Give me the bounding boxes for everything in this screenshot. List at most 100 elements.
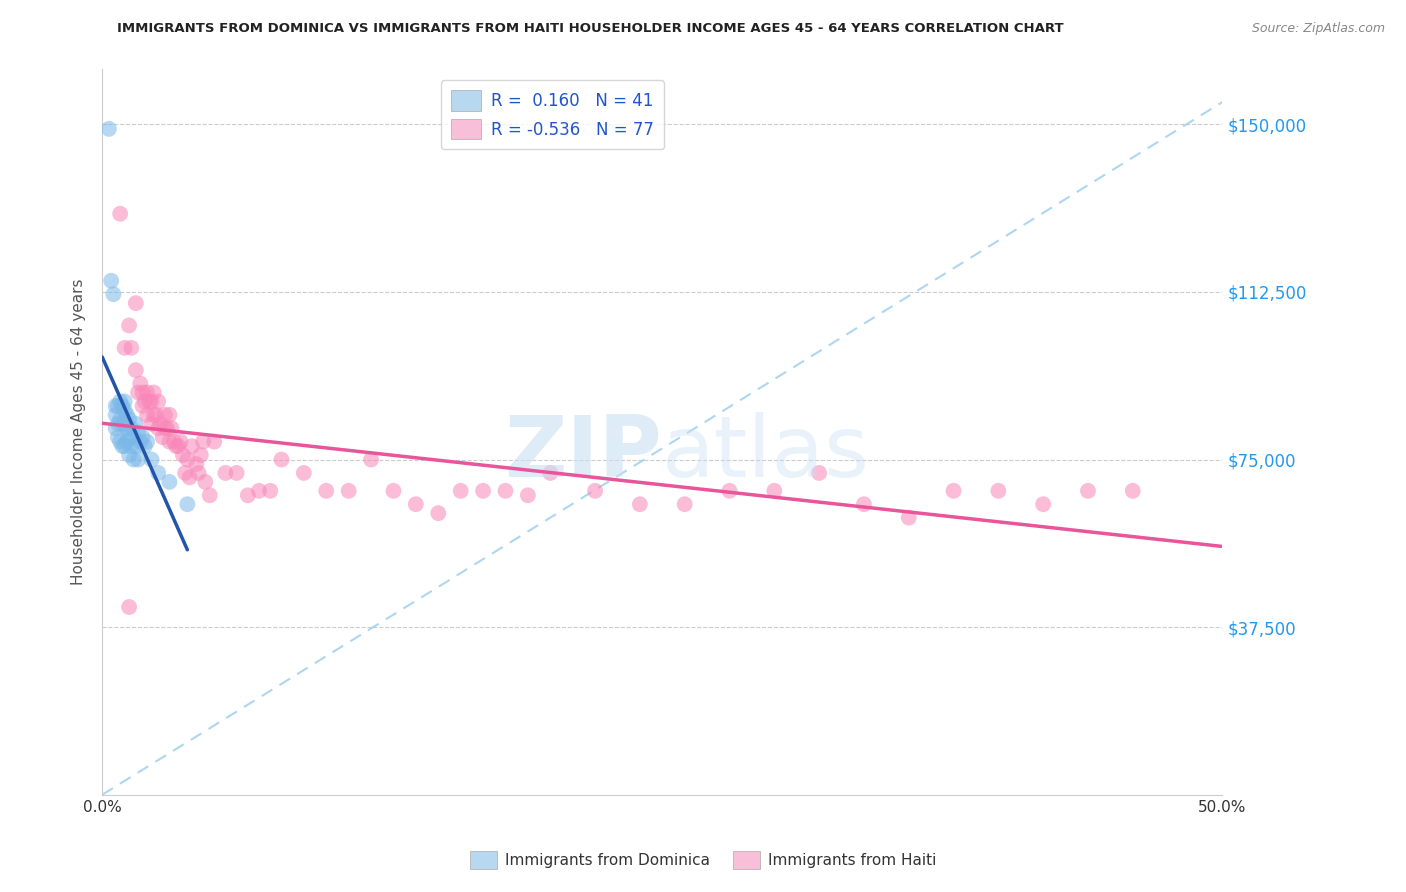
Point <box>987 483 1010 498</box>
Point <box>165 439 187 453</box>
Point <box>122 452 145 467</box>
Point <box>153 408 176 422</box>
Point <box>176 452 198 467</box>
Point <box>315 483 337 498</box>
Point <box>145 408 167 422</box>
Point <box>111 439 134 453</box>
Point <box>163 434 186 449</box>
Point <box>127 385 149 400</box>
Point <box>118 430 141 444</box>
Point <box>108 412 131 426</box>
Point <box>108 394 131 409</box>
Point <box>125 363 148 377</box>
Point <box>1077 483 1099 498</box>
Point <box>405 497 427 511</box>
Point <box>142 408 165 422</box>
Point <box>153 421 176 435</box>
Point <box>897 510 920 524</box>
Point <box>136 434 159 449</box>
Point <box>583 483 606 498</box>
Point <box>236 488 259 502</box>
Point <box>763 483 786 498</box>
Point <box>159 434 181 449</box>
Point <box>115 408 138 422</box>
Point <box>134 394 156 409</box>
Point <box>808 466 831 480</box>
Point <box>450 483 472 498</box>
Point <box>118 600 141 615</box>
Point <box>107 417 129 431</box>
Point <box>1032 497 1054 511</box>
Point <box>190 448 212 462</box>
Point <box>148 466 170 480</box>
Text: Source: ZipAtlas.com: Source: ZipAtlas.com <box>1251 22 1385 36</box>
Point <box>120 341 142 355</box>
Point <box>202 434 225 449</box>
Text: ZIP: ZIP <box>505 412 662 495</box>
Point <box>148 421 170 435</box>
Point <box>115 421 138 435</box>
Point <box>100 274 122 288</box>
Point <box>142 385 165 400</box>
Point <box>111 417 134 431</box>
Text: IMMIGRANTS FROM DOMINICA VS IMMIGRANTS FROM HAITI HOUSEHOLDER INCOME AGES 45 - 6: IMMIGRANTS FROM DOMINICA VS IMMIGRANTS F… <box>117 22 1064 36</box>
Point <box>198 488 221 502</box>
Point <box>118 448 141 462</box>
Point <box>118 318 141 333</box>
Point <box>141 452 163 467</box>
Point <box>107 430 129 444</box>
Point <box>214 466 236 480</box>
Point <box>852 497 875 511</box>
Point <box>174 466 197 480</box>
Point <box>167 439 190 453</box>
Point <box>472 483 495 498</box>
Point <box>360 452 382 467</box>
Point <box>131 385 153 400</box>
Point <box>152 430 174 444</box>
Point <box>382 483 405 498</box>
Point <box>134 439 156 453</box>
Point <box>118 412 141 426</box>
Point <box>97 121 120 136</box>
Point <box>180 439 202 453</box>
Point <box>270 452 292 467</box>
Point <box>114 403 136 417</box>
Point <box>172 448 194 462</box>
Point <box>108 434 131 449</box>
Point <box>259 483 281 498</box>
Text: atlas: atlas <box>662 412 870 495</box>
Point <box>114 417 136 431</box>
Point <box>159 475 181 489</box>
Point <box>125 417 148 431</box>
Point <box>125 296 148 310</box>
Legend: R =  0.160   N = 41, R = -0.536   N = 77: R = 0.160 N = 41, R = -0.536 N = 77 <box>441 80 664 150</box>
Point <box>104 399 127 413</box>
Point <box>718 483 741 498</box>
Point <box>516 488 538 502</box>
Point <box>127 452 149 467</box>
Point <box>179 470 201 484</box>
Point <box>495 483 517 498</box>
Point <box>169 434 191 449</box>
Point <box>114 394 136 409</box>
Point <box>108 207 131 221</box>
Point <box>111 399 134 413</box>
Point <box>138 394 160 409</box>
Point <box>125 439 148 453</box>
Point <box>104 408 127 422</box>
Point <box>115 434 138 449</box>
Point <box>141 394 163 409</box>
Point <box>156 421 179 435</box>
Point <box>673 497 696 511</box>
Point <box>107 399 129 413</box>
Point <box>159 408 181 422</box>
Point <box>176 497 198 511</box>
Legend: Immigrants from Dominica, Immigrants from Haiti: Immigrants from Dominica, Immigrants fro… <box>464 845 942 875</box>
Point <box>122 430 145 444</box>
Point <box>225 466 247 480</box>
Point <box>114 341 136 355</box>
Point <box>427 506 450 520</box>
Point <box>191 434 214 449</box>
Point <box>187 466 209 480</box>
Point <box>104 421 127 435</box>
